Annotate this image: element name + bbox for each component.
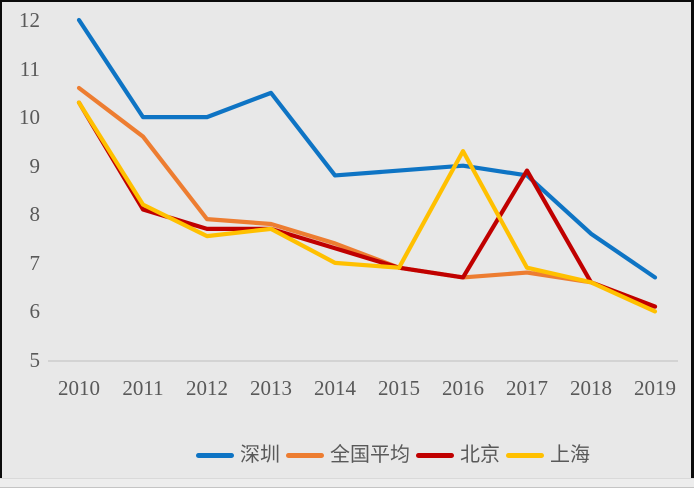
series-line-shenzhen	[76, 17, 658, 280]
x-axis-tick-label: 2017	[506, 376, 548, 400]
y-axis-tick-label: 10	[19, 105, 40, 130]
legend-label: 上海	[550, 444, 590, 466]
y-axis-tick-label: 7	[29, 250, 41, 275]
panel-border-left	[0, 0, 2, 478]
y-axis-tick-label: 8	[29, 202, 41, 227]
panel-border-top	[0, 0, 694, 2]
y-axis-tick-label: 11	[19, 56, 40, 81]
legend-item-shenzhen: 深圳	[196, 443, 280, 467]
x-axis-tick-label: 2015	[378, 376, 420, 400]
legend-label: 全国平均	[330, 444, 410, 466]
x-axis-tick-label: 2012	[186, 376, 228, 400]
y-axis-tick-label: 12	[19, 8, 40, 32]
y-axis-tick-label: 6	[29, 299, 41, 324]
x-axis-tick-label: 2010	[58, 376, 100, 400]
x-axis-tick-label: 2011	[122, 376, 164, 400]
y-axis-tick-label: 5	[29, 348, 41, 372]
series-line-national-average	[76, 85, 658, 309]
bottom-strip	[0, 478, 694, 488]
legend-item-national-average: 全国平均	[286, 443, 410, 467]
x-axis-tick-label: 2019	[634, 376, 676, 400]
x-axis-tick-label: 2018	[570, 376, 612, 400]
x-axis-tick-label: 2013	[250, 376, 292, 400]
legend-item-shanghai: 上海	[506, 443, 590, 467]
panel-border-right	[691, 0, 694, 478]
chart-legend: 深圳 全国平均 北京 上海	[196, 443, 590, 467]
legend-item-beijing: 北京	[416, 443, 500, 467]
x-axis-tick-label: 2014	[314, 376, 356, 400]
legend-swatch-national-average	[286, 452, 324, 458]
line-chart	[48, 17, 678, 362]
series-line-shanghai	[76, 100, 658, 314]
legend-swatch-shenzhen	[196, 452, 234, 458]
legend-label: 深圳	[240, 444, 280, 466]
x-axis-tick-label: 2016	[442, 376, 484, 400]
legend-label: 北京	[460, 444, 500, 466]
y-axis-tick-label: 9	[29, 153, 41, 178]
legend-swatch-shanghai	[506, 452, 544, 458]
legend-swatch-beijing	[416, 452, 454, 458]
